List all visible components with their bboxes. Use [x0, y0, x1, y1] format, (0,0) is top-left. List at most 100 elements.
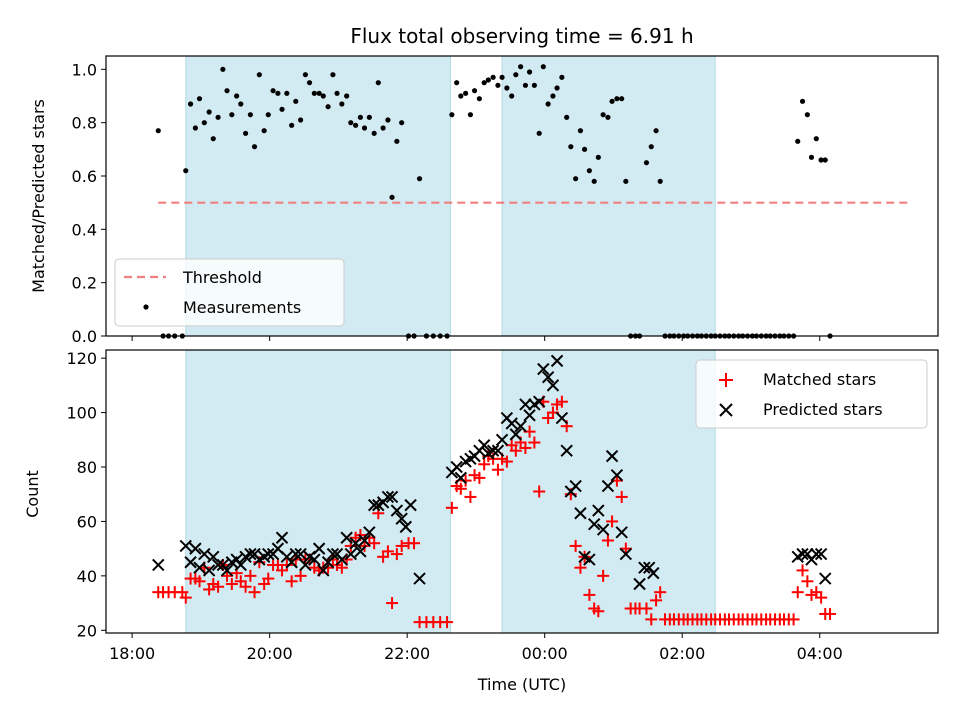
matched-star-marker [386, 597, 399, 610]
measurement-point [385, 117, 391, 123]
matched-star-marker [285, 575, 298, 588]
measurement-point [657, 178, 663, 184]
measurement-point [256, 72, 262, 78]
measurement-point [481, 80, 487, 86]
predicted-star-marker [550, 354, 564, 368]
predicted-star-marker [541, 371, 555, 384]
x-tick-label: 02:00 [659, 644, 705, 663]
matched-star-marker [640, 602, 653, 615]
matched-star-marker [381, 545, 394, 558]
predicted-star-marker [244, 547, 257, 561]
measurement-point [380, 125, 386, 131]
bottom-axes-frame [105, 349, 939, 634]
matched-star-marker [569, 539, 582, 552]
shaded-interval-0 [185, 349, 451, 634]
predicted-star-marker [381, 490, 395, 504]
measurement-point [504, 85, 510, 91]
predicted-star-marker [555, 411, 569, 425]
measurement-point [339, 101, 345, 107]
measurement-point [325, 104, 331, 110]
predicted-star-marker [596, 523, 610, 536]
y-tick-label: 120 [66, 349, 97, 368]
matched-star-marker [796, 564, 809, 577]
matched-star-marker [212, 580, 225, 593]
predicted-star-marker [179, 539, 192, 553]
predicted-star-marker [509, 428, 523, 441]
measurement-point [648, 144, 654, 150]
matched-star-marker [221, 569, 234, 582]
measurement-point [554, 85, 560, 91]
matched-star-marker [390, 548, 403, 561]
measurement-point [375, 80, 381, 86]
matched-star-marker [801, 575, 814, 588]
measurement-point [187, 101, 194, 107]
measurement-point [605, 114, 611, 120]
y-tick-label: 0.0 [72, 327, 97, 346]
measurement-point [293, 98, 299, 104]
matched-star-marker [262, 572, 275, 585]
measurement-point [795, 138, 801, 144]
matched-star-marker [815, 591, 828, 604]
predicted-star-marker [363, 526, 376, 539]
matched-star-marker [645, 613, 658, 626]
predicted-star-marker [605, 449, 619, 463]
bottom-legend: Matched stars Predicted stars [695, 359, 928, 429]
measurement-point [306, 80, 313, 86]
predicted-star-marker [152, 558, 165, 572]
measurement-point [653, 128, 659, 134]
predicted-star-marker [202, 564, 216, 577]
measurement-point [458, 93, 464, 99]
top-y-axis-label: Matched/Predicted stars [29, 99, 48, 293]
predicted-star-marker [569, 479, 582, 493]
predicted-star-marker [610, 468, 624, 482]
measurement-point [600, 112, 606, 118]
measurement-point [261, 128, 267, 134]
matched-star-marker [597, 569, 610, 582]
x-axis-label: Time (UTC) [477, 675, 566, 694]
legend-matched-swatch [719, 373, 733, 387]
matched-star-marker [509, 444, 522, 457]
predicted-star-marker [294, 547, 307, 561]
predicted-star-marker [814, 547, 828, 561]
measurement-point [394, 138, 400, 144]
measurement-point [353, 122, 359, 128]
measurement-point [284, 90, 290, 96]
matched-star-marker [491, 463, 504, 476]
measurement-point [586, 168, 592, 174]
measurement-point [366, 114, 372, 120]
matched-star-marker [454, 482, 467, 495]
predicted-star-marker [519, 398, 532, 411]
measurement-point [320, 93, 326, 99]
matched-star-marker [601, 534, 614, 547]
measurement-point [224, 88, 230, 94]
measurement-point [201, 120, 207, 126]
measurement-point [545, 101, 551, 107]
matched-star-marker [441, 616, 454, 629]
matched-star-marker [368, 537, 381, 550]
matched-star-marker [322, 561, 335, 574]
predicted-star-marker [399, 520, 413, 534]
predicted-star-marker [349, 536, 362, 550]
measurement-point [238, 101, 244, 107]
legend-measurements-swatch [143, 304, 149, 310]
matched-star-marker [464, 490, 477, 503]
measurement-point [609, 98, 615, 104]
top-axes-frame [105, 55, 939, 337]
measurement-point [183, 168, 189, 174]
matched-star-marker [225, 578, 238, 591]
matched-star-marker [654, 586, 667, 599]
legend-predicted-swatch [719, 403, 733, 417]
measurement-point [215, 114, 221, 120]
measurement-point [467, 112, 474, 118]
matched-star-marker [574, 561, 587, 574]
matched-star-marker [650, 594, 663, 607]
matched-star-marker [583, 588, 596, 601]
predicted-star-marker [486, 444, 500, 457]
top-panel: 0.0 0.2 0.4 0.6 0.8 1.0 Matched/Predicted sta… [29, 55, 939, 346]
measurement-point [531, 82, 537, 88]
measurement-point [275, 90, 281, 96]
matched-star-marker [408, 537, 421, 550]
measurement-point [513, 72, 519, 78]
predicted-star-marker [299, 558, 312, 572]
predicted-star-marker [395, 512, 408, 525]
